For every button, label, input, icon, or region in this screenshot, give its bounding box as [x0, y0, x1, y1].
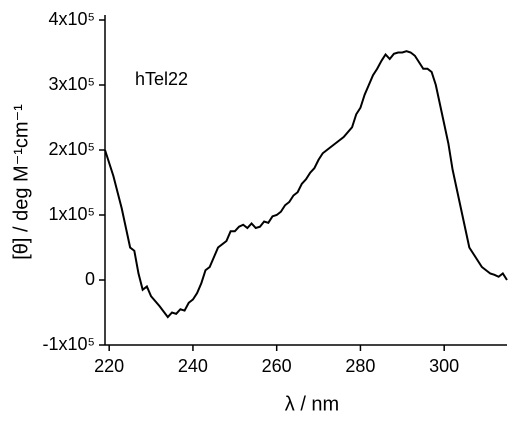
y-tick-label: 4x10⁵ [49, 9, 96, 29]
x-tick-label: 260 [262, 356, 292, 376]
x-tick-label: 300 [429, 356, 459, 376]
y-tick-label: 3x10⁵ [49, 74, 96, 94]
annotation: hTel22 [135, 69, 188, 89]
x-tick-label: 240 [178, 356, 208, 376]
x-axis-label: λ / nm [285, 393, 339, 415]
y-tick-label: 0 [85, 269, 95, 289]
line [104, 50, 508, 319]
y-tick-label: -1x10⁵ [43, 334, 96, 354]
x-tick-label: 280 [345, 356, 375, 376]
y-axis-label: [θ] / deg M⁻¹cm⁻¹ [10, 104, 32, 260]
y-tick-label: 1x10⁵ [49, 204, 96, 224]
y-tick-label: 2x10⁵ [49, 139, 96, 159]
x-tick-label: 220 [94, 356, 124, 376]
